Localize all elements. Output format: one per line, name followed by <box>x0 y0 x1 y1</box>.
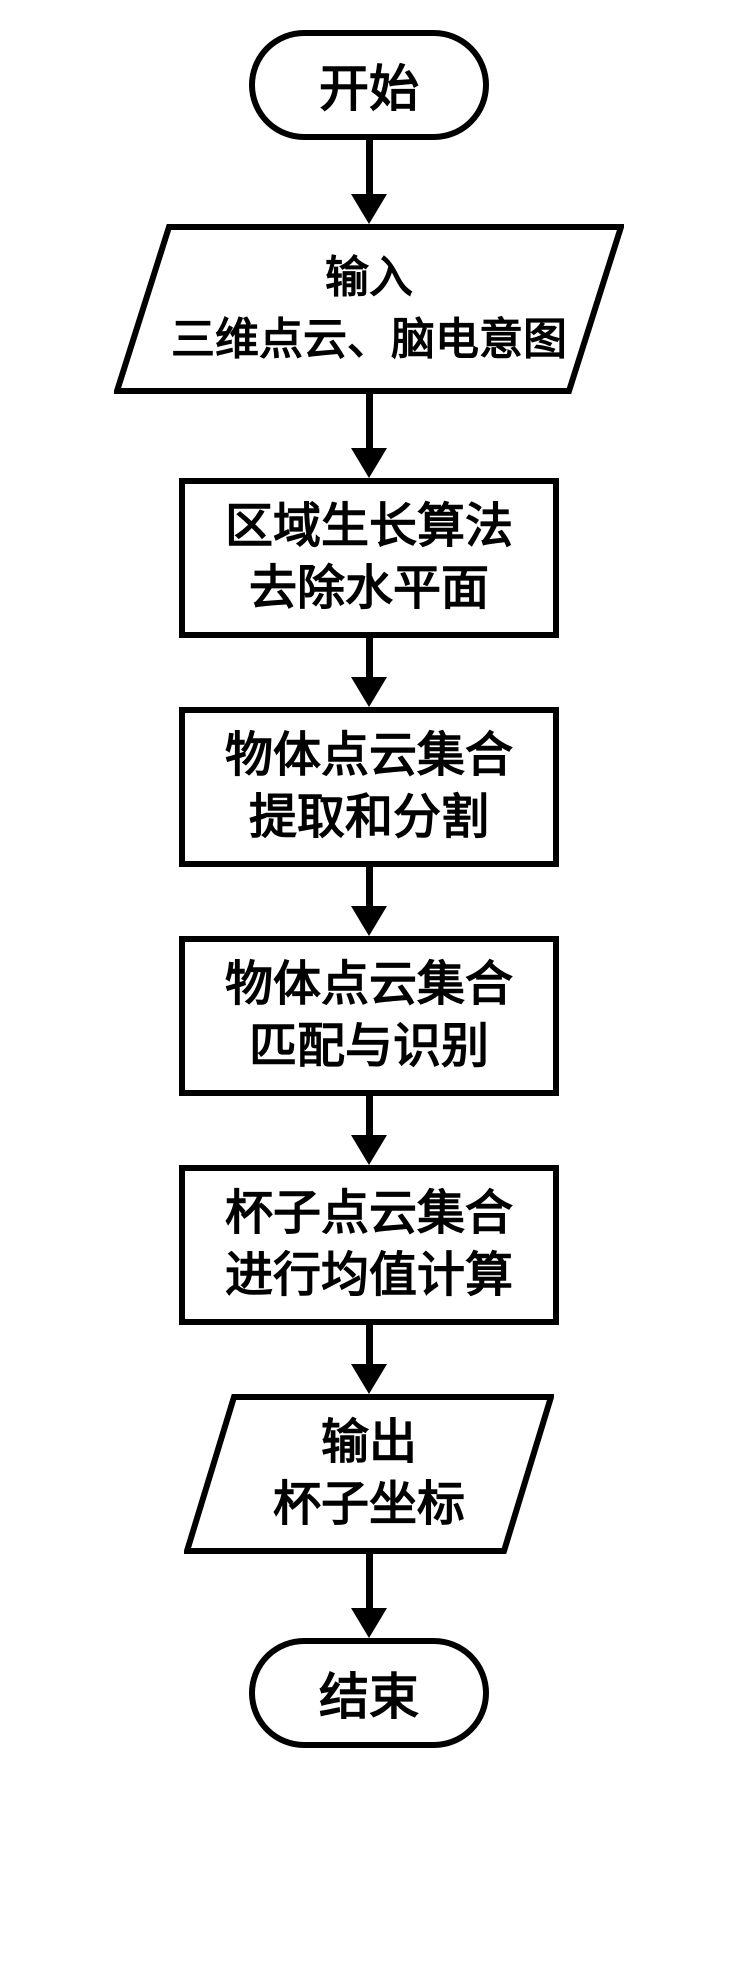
node-text: 去除水平面 <box>249 558 489 620</box>
flowchart-container: 开始 输入 三维点云、脑电意图 区域生长算法 去除水平面 物体点云集合 提取和分 <box>114 30 624 1748</box>
node-text: 输入 <box>325 247 413 309</box>
edge-p4-output <box>351 1325 387 1394</box>
arrow-head-icon <box>351 194 387 224</box>
node-text: 提取和分割 <box>249 787 489 849</box>
node-end: 结束 <box>249 1638 489 1748</box>
node-text: 开始 <box>319 49 419 121</box>
arrow-head-icon <box>351 677 387 707</box>
node-text: 杯子坐标 <box>273 1474 465 1536</box>
arrow-shaft <box>366 1325 373 1365</box>
arrow-head-icon <box>351 1135 387 1165</box>
arrow-head-icon <box>351 906 387 936</box>
edge-p3-p4 <box>351 1096 387 1165</box>
node-p1: 区域生长算法 去除水平面 <box>179 478 559 638</box>
arrow-head-icon <box>351 448 387 478</box>
arrow-shaft <box>366 394 373 449</box>
arrow-shaft <box>366 867 373 907</box>
node-p3: 物体点云集合 匹配与识别 <box>179 936 559 1096</box>
edge-p2-p3 <box>351 867 387 936</box>
edge-start-input <box>351 140 387 224</box>
node-text: 结束 <box>319 1657 419 1729</box>
node-p4: 杯子点云集合 进行均值计算 <box>179 1165 559 1325</box>
arrow-head-icon <box>351 1608 387 1638</box>
arrow-shaft <box>366 638 373 678</box>
arrow-shaft <box>366 140 373 195</box>
node-text: 物体点云集合 <box>225 954 513 1016</box>
edge-output-end <box>351 1554 387 1638</box>
node-text: 区域生长算法 <box>225 496 513 558</box>
node-text: 杯子点云集合 <box>225 1183 513 1245</box>
node-input: 输入 三维点云、脑电意图 <box>114 224 624 394</box>
arrow-shaft <box>366 1554 373 1609</box>
arrow-shaft <box>366 1096 373 1136</box>
edge-p1-p2 <box>351 638 387 707</box>
node-p2: 物体点云集合 提取和分割 <box>179 707 559 867</box>
node-text: 匹配与识别 <box>249 1016 489 1078</box>
node-text: 输出 <box>321 1412 417 1474</box>
arrow-head-icon <box>351 1364 387 1394</box>
node-output: 输出 杯子坐标 <box>184 1394 554 1554</box>
node-start: 开始 <box>249 30 489 140</box>
node-text: 进行均值计算 <box>225 1245 513 1307</box>
node-text: 物体点云集合 <box>225 725 513 787</box>
node-text: 三维点云、脑电意图 <box>171 309 567 371</box>
edge-input-p1 <box>351 394 387 478</box>
